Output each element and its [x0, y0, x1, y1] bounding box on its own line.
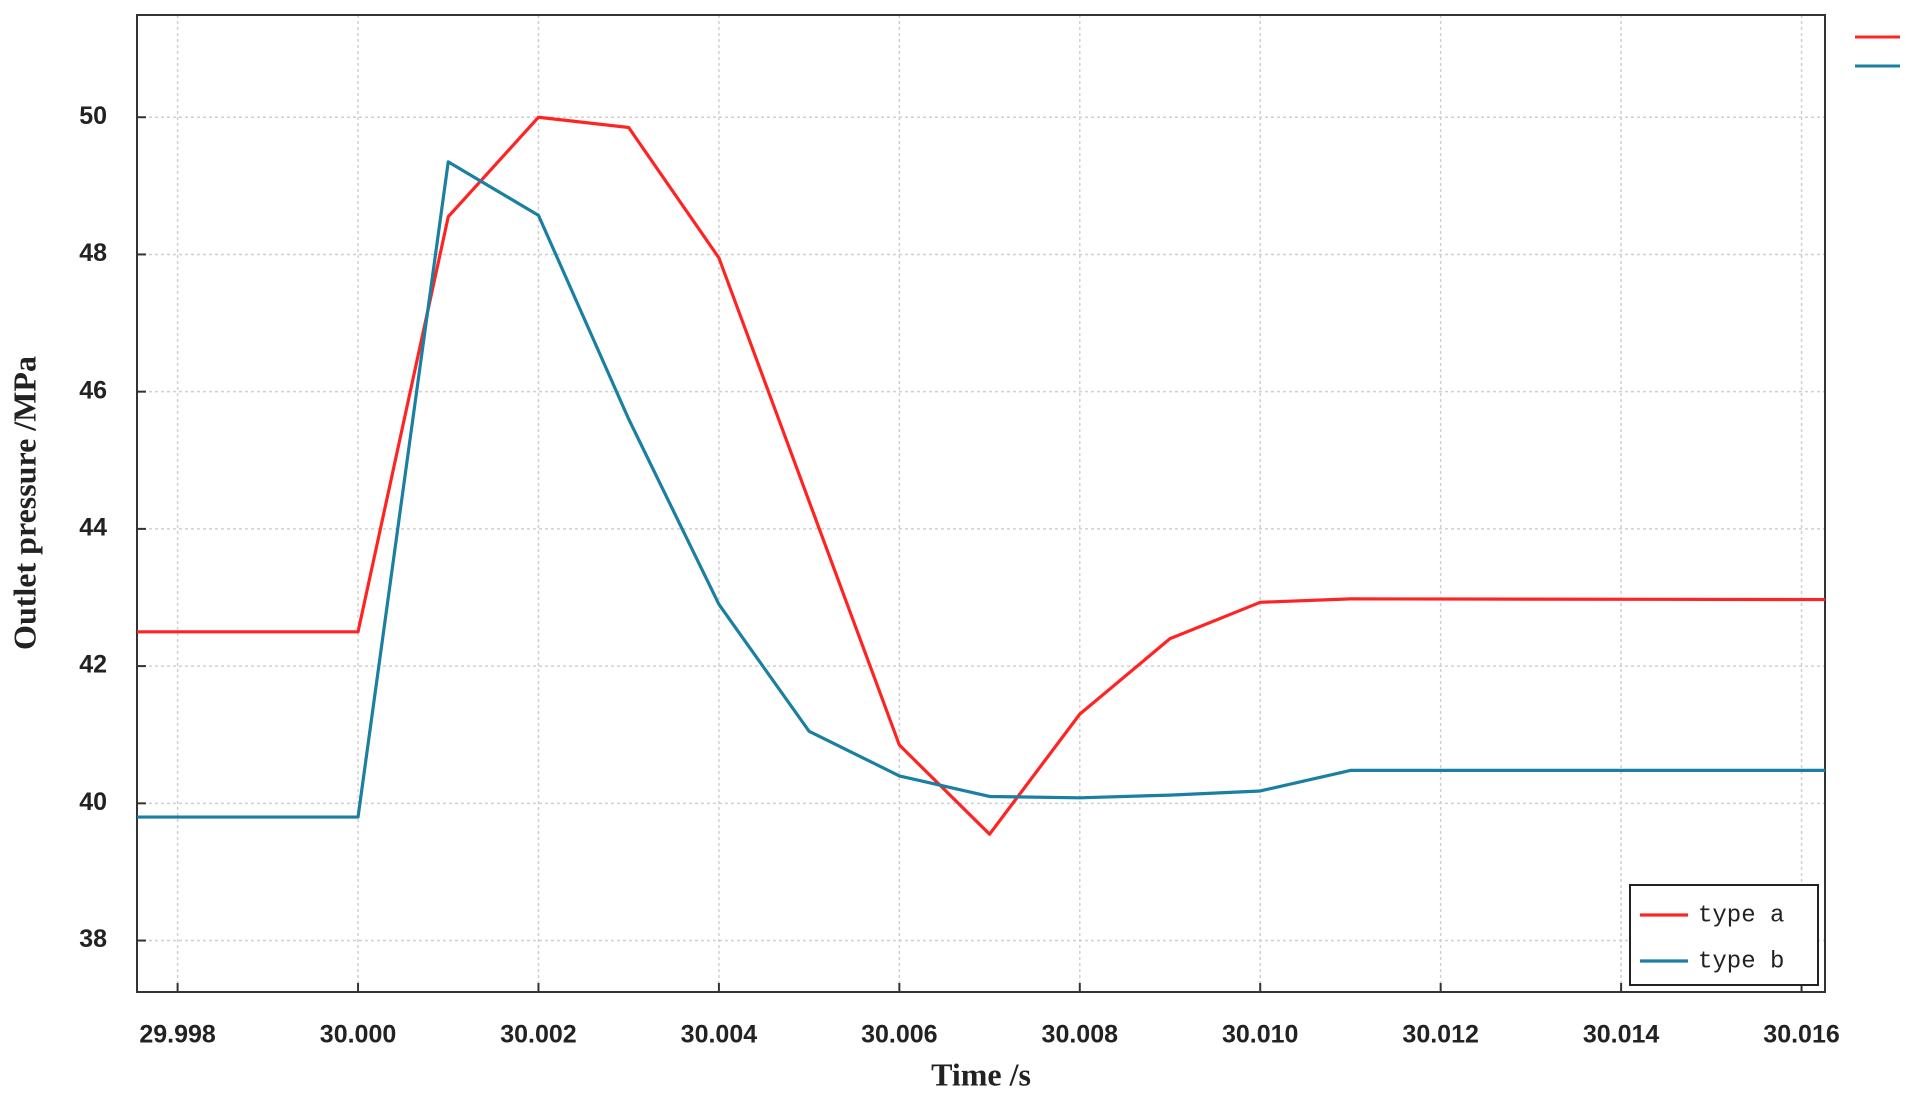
- x-tick-label: 30.016: [1763, 1021, 1839, 1049]
- legend: type a type b: [1629, 884, 1819, 986]
- x-tick-label: 30.010: [1222, 1021, 1298, 1049]
- data-line: [137, 115, 1826, 836]
- y-tick-label: 44: [79, 513, 107, 541]
- x-tick-label: 30.002: [500, 1021, 576, 1049]
- y-tick-label: 48: [79, 239, 107, 267]
- plot-frame: [136, 14, 1826, 993]
- x-tick-label: 30.000: [320, 1021, 396, 1049]
- x-tick-label: 30.014: [1583, 1021, 1660, 1049]
- x-axis-title: Time /s: [931, 1056, 1031, 1092]
- y-tick-label: 40: [79, 788, 107, 816]
- legend-box: [1629, 884, 1819, 986]
- x-tick-label: 30.012: [1402, 1021, 1478, 1049]
- y-tick-label: 38: [79, 925, 107, 953]
- y-axis-title: Outlet pressure /MPa: [6, 356, 42, 650]
- x-tick-label: 29.998: [139, 1021, 216, 1049]
- x-tick-label: 30.004: [681, 1021, 758, 1049]
- x-tick-label: 30.008: [1042, 1021, 1119, 1049]
- y-tick-label: 46: [79, 376, 107, 404]
- legend-label: type a: [1698, 902, 1784, 929]
- legend-label: type b: [1698, 948, 1784, 975]
- y-tick-label: 50: [79, 102, 107, 130]
- data-line: [137, 160, 1825, 819]
- y-tick-label: 42: [79, 651, 107, 679]
- x-tick-label: 30.006: [861, 1021, 937, 1049]
